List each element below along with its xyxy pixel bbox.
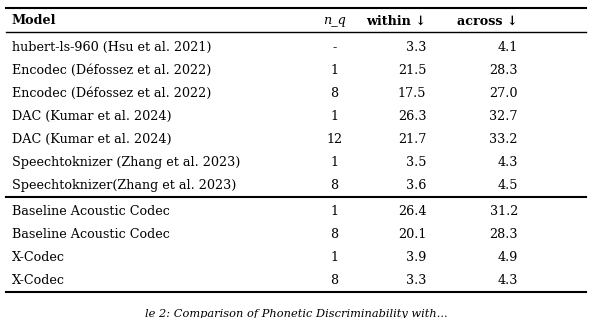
Text: le 2: Comparison of Phonetic Discriminability with...: le 2: Comparison of Phonetic Discriminab… xyxy=(144,309,448,318)
Text: 4.9: 4.9 xyxy=(498,251,518,264)
Text: 1: 1 xyxy=(330,156,339,169)
Text: Encodec (Défossez et al. 2022): Encodec (Défossez et al. 2022) xyxy=(12,64,211,77)
Text: 12: 12 xyxy=(326,133,343,146)
Text: X-Codec: X-Codec xyxy=(12,251,65,264)
Text: 4.3: 4.3 xyxy=(498,156,518,169)
Text: 1: 1 xyxy=(330,64,339,77)
Text: 3.5: 3.5 xyxy=(406,156,426,169)
Text: 3.3: 3.3 xyxy=(406,274,426,287)
Text: n_q: n_q xyxy=(323,14,346,27)
Text: 8: 8 xyxy=(330,274,339,287)
Text: X-Codec: X-Codec xyxy=(12,274,65,287)
Text: across ↓: across ↓ xyxy=(458,14,518,27)
Text: 8: 8 xyxy=(330,87,339,100)
Text: 33.2: 33.2 xyxy=(490,133,518,146)
Text: 4.1: 4.1 xyxy=(498,41,518,54)
Text: DAC (Kumar et al. 2024): DAC (Kumar et al. 2024) xyxy=(12,133,172,146)
Text: 3.6: 3.6 xyxy=(406,179,426,191)
Text: 8: 8 xyxy=(330,179,339,191)
Text: 31.2: 31.2 xyxy=(490,205,518,218)
Text: Speechtoknizer(Zhang et al. 2023): Speechtoknizer(Zhang et al. 2023) xyxy=(12,179,236,191)
Text: within ↓: within ↓ xyxy=(366,14,426,27)
Text: DAC (Kumar et al. 2024): DAC (Kumar et al. 2024) xyxy=(12,110,172,123)
Text: hubert-ls-960 (Hsu et al. 2021): hubert-ls-960 (Hsu et al. 2021) xyxy=(12,41,211,54)
Text: 27.0: 27.0 xyxy=(490,87,518,100)
Text: 26.3: 26.3 xyxy=(398,110,426,123)
Text: 17.5: 17.5 xyxy=(398,87,426,100)
Text: 21.5: 21.5 xyxy=(398,64,426,77)
Text: 28.3: 28.3 xyxy=(490,228,518,241)
Text: 20.1: 20.1 xyxy=(398,228,426,241)
Text: 26.4: 26.4 xyxy=(398,205,426,218)
Text: 1: 1 xyxy=(330,205,339,218)
Text: 8: 8 xyxy=(330,228,339,241)
Text: 4.3: 4.3 xyxy=(498,274,518,287)
Text: 3.3: 3.3 xyxy=(406,41,426,54)
Text: 21.7: 21.7 xyxy=(398,133,426,146)
Text: 1: 1 xyxy=(330,110,339,123)
Text: -: - xyxy=(332,41,337,54)
Text: 32.7: 32.7 xyxy=(490,110,518,123)
Text: Model: Model xyxy=(12,14,56,27)
Text: Speechtoknizer (Zhang et al. 2023): Speechtoknizer (Zhang et al. 2023) xyxy=(12,156,240,169)
Text: Baseline Acoustic Codec: Baseline Acoustic Codec xyxy=(12,205,170,218)
Text: 1: 1 xyxy=(330,251,339,264)
Text: 28.3: 28.3 xyxy=(490,64,518,77)
Text: Baseline Acoustic Codec: Baseline Acoustic Codec xyxy=(12,228,170,241)
Text: 4.5: 4.5 xyxy=(497,179,518,191)
Text: 3.9: 3.9 xyxy=(406,251,426,264)
Text: Encodec (Défossez et al. 2022): Encodec (Défossez et al. 2022) xyxy=(12,87,211,100)
